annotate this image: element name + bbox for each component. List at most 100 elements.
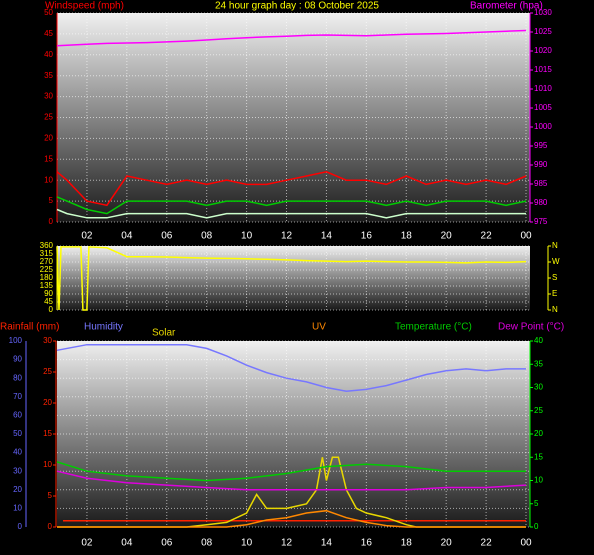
series-line [57,456,526,528]
x-tick-label: 22 [481,538,493,549]
y-tick-label: 20 [534,429,543,438]
x-tick-label: 06 [161,231,173,242]
y-tick-label: N [552,241,558,250]
x-tick-label: 00 [520,538,532,549]
y-tick-label: E [552,289,557,298]
legend-entry: Dew Point (°C) [498,322,564,333]
y-tick-label: 20 [43,398,52,407]
y-tick-label: 0 [18,522,23,531]
y-tick-label: 985 [534,179,548,188]
x-tick-label: 10 [241,231,253,242]
y-tick-label: 5 [48,491,53,500]
y-tick-label: 1020 [534,46,552,55]
y-tick-label: 40 [534,336,543,345]
y-tick-label: 35 [44,71,53,80]
y-axis-title: Windspeed (mph) [45,1,124,12]
series-line [56,461,526,482]
y-tick-label: N [552,305,558,314]
y-tick-label: 30 [534,383,543,392]
y-tick-label: 1015 [534,65,552,74]
y-tick-label: 5 [49,196,54,205]
y-tick-label: 360 [40,241,54,250]
x-tick-label: 04 [121,538,133,549]
y-tick-label: 975 [534,217,548,226]
y-tick-label: 10 [534,476,543,485]
y-tick-label: 100 [9,336,23,345]
y-tick-label: 315 [40,249,54,258]
x-tick-label: 20 [441,538,453,549]
x-tick-label: 20 [441,231,453,242]
y-tick-label: 90 [13,355,22,364]
y-tick-label: 40 [44,50,53,59]
y-tick-label: 35 [534,359,543,368]
y-tick-label: W [552,257,560,266]
y-tick-label: 30 [44,92,53,101]
y-tick-label: 1010 [534,84,552,93]
y-tick-label: 25 [534,406,543,415]
y-tick-label: 30 [13,466,22,475]
y-tick-label: 15 [43,429,52,438]
y-tick-label: 1000 [534,122,552,131]
y-tick-label: 0 [49,305,54,314]
y-tick-label: 0 [534,522,539,531]
x-tick-label: 16 [361,538,373,549]
legend-entry: Humidity [84,322,123,333]
y-tick-label: 10 [13,504,22,513]
legend-entry: Temperature (°C) [395,322,472,333]
y-tick-label: 135 [40,281,54,290]
x-tick-label: 12 [281,231,293,242]
y-tick-label: 30 [43,336,52,345]
x-tick-label: 04 [121,231,133,242]
y-tick-label: 45 [44,297,53,306]
series-line [56,246,527,311]
y-tick-label: 15 [534,452,543,461]
y-tick-label: 15 [44,154,53,163]
series-line [56,343,526,392]
y-tick-label: 0 [49,217,54,226]
y-tick-label: 70 [13,392,22,401]
series-line [56,196,527,215]
y-tick-label: 180 [40,273,54,282]
y-tick-label: 990 [534,160,548,169]
y-tick-label: 1030 [534,8,552,17]
y-tick-label: 0 [48,522,53,531]
y-tick-label: 20 [44,134,53,143]
x-tick-label: 08 [201,231,213,242]
x-tick-label: 18 [401,538,413,549]
chart-title: 24 hour graph day : 08 October 2025 [215,1,379,12]
x-tick-label: 06 [161,538,173,549]
x-tick-label: 14 [321,231,333,242]
y-tick-label: 10 [44,175,53,184]
x-tick-label: 16 [361,231,373,242]
legend-entry: UV [312,322,326,333]
x-tick-label: 22 [481,231,493,242]
y-tick-label: 5 [534,499,539,508]
y-tick-label: 20 [13,485,22,494]
y-tick-label: 270 [40,257,54,266]
y-tick-label: 10 [43,460,52,469]
y-tick-label: 40 [13,448,22,457]
y-tick-label: 995 [534,141,548,150]
y-tick-label: 25 [44,113,53,122]
y-tick-label: 980 [534,198,548,207]
y-tick-label: 45 [44,29,53,38]
x-tick-label: 02 [81,538,93,549]
x-tick-label: 14 [321,538,333,549]
y-tick-label: 1025 [534,27,552,36]
x-tick-label: 08 [201,538,213,549]
x-tick-label: 18 [401,231,413,242]
legend-entry: Rainfall (mm) [0,322,59,333]
series-line [57,509,526,528]
y-tick-label: S [552,273,557,282]
y-tick-label: 50 [44,8,53,17]
series-line [56,208,526,219]
y-tick-label: 50 [13,429,22,438]
x-tick-label: 12 [281,538,293,549]
x-tick-label: 10 [241,538,253,549]
legend-entry: Solar [152,328,176,339]
series-line [56,171,527,207]
x-tick-label: 00 [520,231,532,242]
y2-axis-title: Barometer (hpa) [470,1,543,12]
